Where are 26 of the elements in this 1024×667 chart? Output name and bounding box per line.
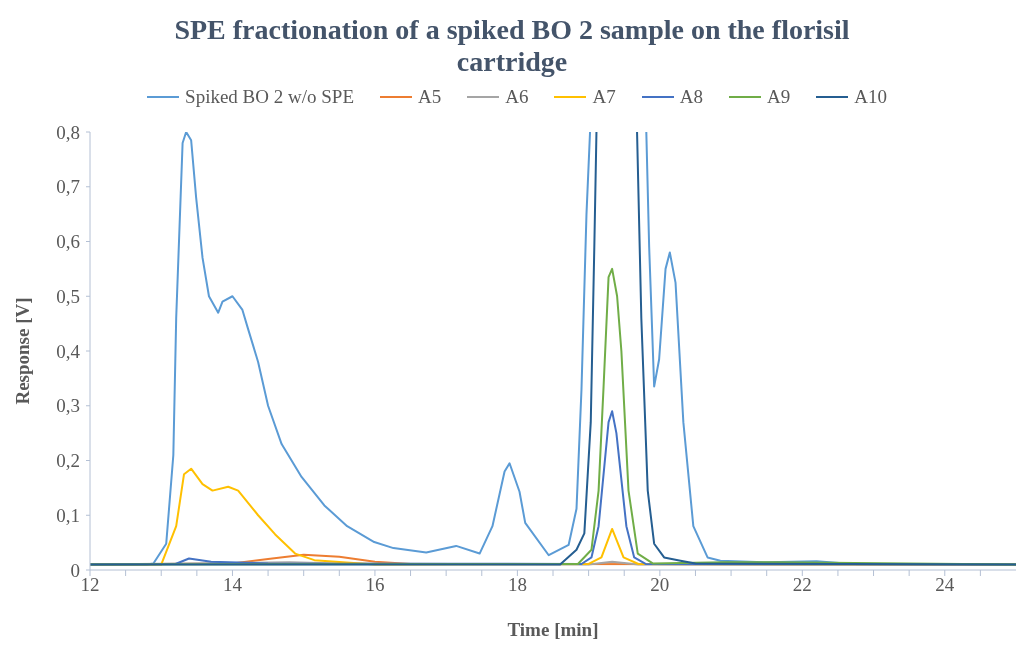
x-tick-label: 24 <box>935 574 955 596</box>
y-tick-label: 0,1 <box>56 504 80 526</box>
legend-label: A5 <box>418 86 442 108</box>
legend-label: A7 <box>592 86 616 108</box>
y-tick-label: 0,3 <box>56 395 80 417</box>
x-tick-label: 20 <box>650 574 670 596</box>
x-tick-label: 16 <box>365 574 385 596</box>
y-tick-label: 0,2 <box>56 450 80 471</box>
y-axis-title: Response [V] <box>11 297 33 405</box>
x-tick-label: 12 <box>80 574 100 596</box>
y-tick-label: 0,4 <box>56 340 81 362</box>
legend-label: A8 <box>679 86 703 108</box>
y-tick-label: 0 <box>70 559 80 581</box>
y-tick-label: 0,7 <box>56 176 80 198</box>
x-tick-label: 18 <box>507 574 527 596</box>
x-axis-title: Time [min] <box>507 619 599 640</box>
y-tick-label: 0,5 <box>56 285 80 307</box>
y-tick-label: 0,6 <box>56 231 80 252</box>
legend-label: A10 <box>854 86 887 108</box>
legend-label: A9 <box>766 86 791 108</box>
chart-title: SPE fractionation of a spiked BO 2 sample on the florisil cartridge <box>173 13 851 78</box>
legend-label: Spiked BO 2 w/o SPE <box>185 86 354 108</box>
x-tick-label: 22 <box>792 574 812 596</box>
y-tick-label: 0,8 <box>56 121 80 143</box>
x-tick-label: 14 <box>222 574 243 596</box>
legend-label: A6 <box>505 86 529 108</box>
